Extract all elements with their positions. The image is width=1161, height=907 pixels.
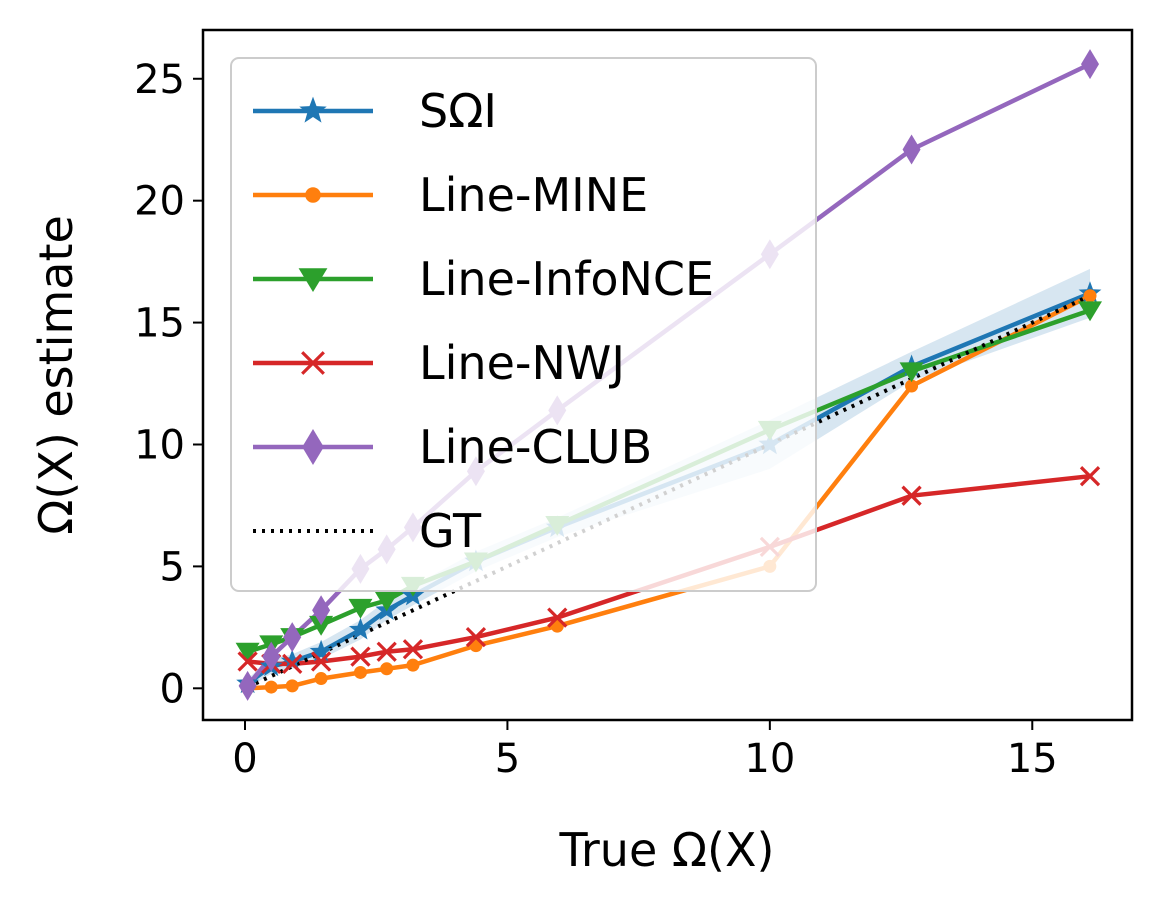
plot-frame [201, 28, 1134, 722]
line-infonce-point [1078, 301, 1103, 322]
legend-label: GT [419, 504, 482, 558]
legend-label: Line-CLUB [419, 420, 652, 474]
legend-item-gt: GT [253, 504, 482, 558]
line-infonce-point [348, 598, 373, 619]
line-club-point [283, 622, 302, 653]
y-tick-label: 15 [134, 301, 185, 347]
line-infonce-point [899, 362, 924, 383]
y-tick-label: 5 [160, 544, 185, 590]
legend-item-line-infonce: Line-InfoNCE [253, 252, 714, 306]
line-club-point [902, 134, 921, 165]
line-nwj-point [310, 651, 332, 672]
y-tick-label: 25 [134, 57, 185, 103]
line-mine-point [1083, 289, 1097, 303]
line-nwj-point [350, 646, 371, 667]
legend-label: Line-NWJ [419, 336, 625, 390]
legend-marker [301, 351, 325, 375]
legend-item-line-mine: Line-MINE [253, 168, 648, 222]
line-mine-point [314, 672, 328, 686]
line-mine-point [285, 679, 299, 693]
legend-marker [302, 429, 324, 465]
s-i-point [309, 639, 333, 662]
y-axis: 0 5 10 15 20 25 [134, 57, 203, 712]
line-club-point [312, 595, 331, 626]
line-infonce-point [235, 642, 260, 663]
line-mine-point [264, 680, 278, 694]
legend-marker [298, 268, 328, 292]
line-club-point [238, 670, 257, 701]
s-i-point [349, 617, 372, 640]
line-nwj-point [237, 651, 258, 672]
line-nwj-point [901, 485, 922, 506]
line-mine-point [905, 379, 919, 393]
x-tick-label: 0 [232, 736, 257, 782]
legend-item-line-club: Line-CLUB [253, 420, 652, 474]
line-mine-point [406, 658, 420, 672]
legend-marker [305, 187, 321, 203]
line-mine-point [353, 665, 367, 679]
line-nwj-point [282, 653, 303, 675]
line-nwj-point [376, 641, 397, 662]
line-club-point [1081, 49, 1100, 80]
y-axis-label: Ω(X) estimate [29, 215, 83, 535]
line-club-point [262, 641, 281, 672]
legend-item-s-i: SΩI [253, 84, 497, 138]
legend-marker [299, 96, 327, 123]
x-tick-label: 15 [1007, 736, 1058, 782]
legend-label: Line-InfoNCE [419, 252, 714, 306]
legend-box [230, 57, 817, 592]
y-tick-label: 20 [134, 179, 185, 225]
line-nwj-point [547, 607, 568, 628]
y-tick-label: 0 [160, 666, 185, 712]
line-mine-point [380, 662, 394, 676]
legend: SΩI Line-MINE Line-InfoNCE Line-NWJ Line-CLU… [230, 57, 817, 592]
line-nwj-point [465, 626, 487, 648]
x-tick-label: 10 [744, 736, 795, 782]
x-tick-label: 5 [495, 736, 520, 782]
line-nwj-point [1079, 466, 1101, 487]
x-axis-label: True Ω(X) [559, 823, 775, 877]
legend-label: Line-MINE [419, 168, 648, 222]
s-i-point [280, 649, 304, 672]
x-axis: 0 5 10 15 [232, 720, 1058, 782]
line-nwj-point [402, 639, 424, 660]
y-tick-label: 10 [134, 422, 185, 468]
legend-label: SΩI [419, 84, 497, 138]
line-infonce-point [374, 591, 399, 612]
legend-item-line-nwj: Line-NWJ [253, 336, 625, 390]
line-infonce-point [309, 615, 334, 636]
